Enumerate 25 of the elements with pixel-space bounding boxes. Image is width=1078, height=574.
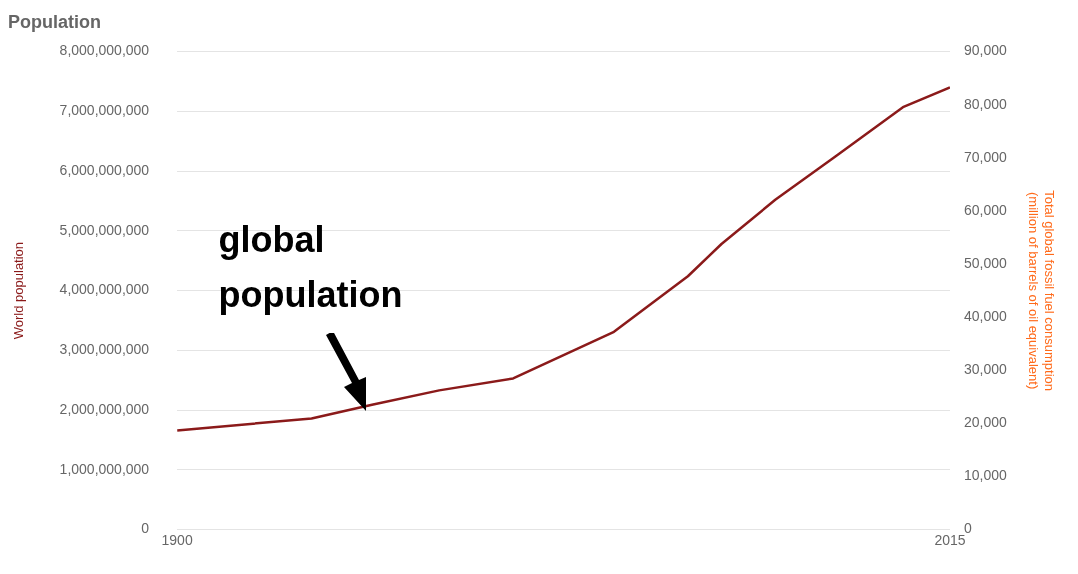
y2-tick-label: 80,000 — [963, 95, 1008, 112]
y-tick-label: 3,000,000,000 — [59, 341, 150, 358]
y-tick-label: 1,000,000,000 — [59, 460, 150, 477]
y2-tick-label: 20,000 — [963, 414, 1008, 431]
y2-tick-label: 30,000 — [963, 361, 1008, 378]
y-tick-label: 2,000,000,000 — [59, 400, 150, 417]
y-axis-title: World population — [11, 241, 27, 340]
y-tick-label: 7,000,000,000 — [59, 102, 150, 119]
annotation: global population — [218, 219, 403, 316]
y2-tick-label: 70,000 — [963, 148, 1008, 165]
y2-axis-title: Total global fossil fuel consumption (million of barrels of oil equivalent) — [1026, 190, 1057, 392]
y-tick-label: 6,000,000,000 — [59, 161, 150, 178]
y2-tick-label: 0 — [963, 520, 972, 537]
y2-tick-label: 50,000 — [963, 254, 1008, 271]
x-tick-label: 2015 — [934, 531, 966, 548]
y-tick-label: 5,000,000,000 — [59, 221, 150, 238]
y2-tick-label: 40,000 — [963, 308, 1008, 325]
y2-tick-label: 10,000 — [963, 467, 1008, 484]
y2-tick-label: 60,000 — [963, 201, 1008, 218]
y2-tick-label: 90,000 — [963, 42, 1008, 59]
chart-title: Population — [8, 11, 101, 32]
y-tick-label: 8,000,000,000 — [59, 42, 150, 59]
y-tick-label: 4,000,000,000 — [59, 281, 150, 298]
x-tick-label: 1900 — [161, 531, 193, 548]
y-tick-label: 0 — [141, 520, 150, 537]
